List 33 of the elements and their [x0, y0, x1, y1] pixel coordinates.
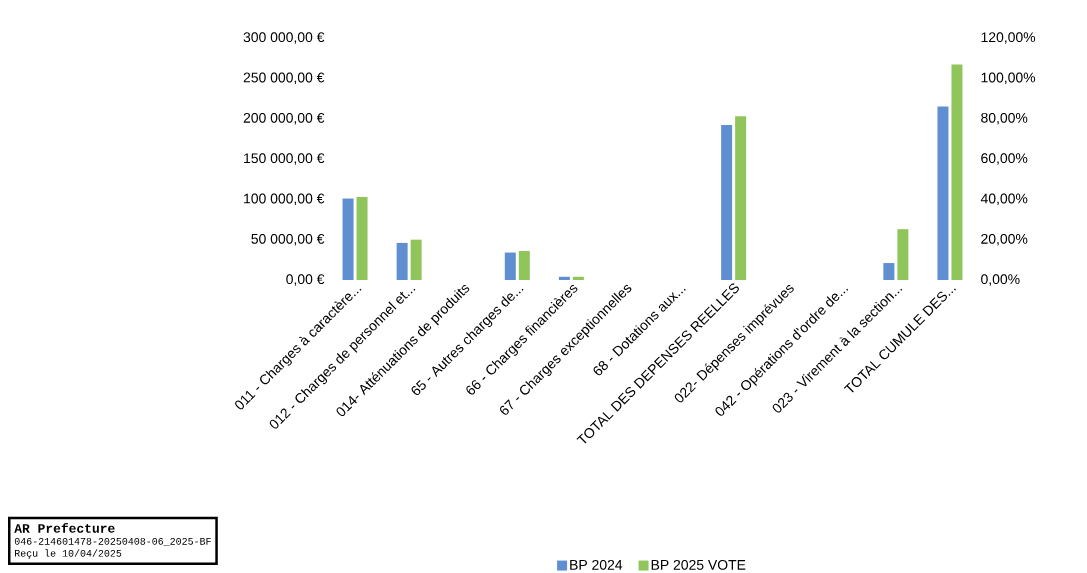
- bar: [396, 242, 408, 280]
- y-tick-label: 100 000,00 €: [244, 193, 325, 206]
- y-tick-label: 50 000,00 €: [251, 233, 325, 246]
- text: AR Prefecture: [14, 523, 115, 533]
- y2-tick-label: 40,00%: [980, 193, 1028, 206]
- y2-tick-label: 120,00%: [981, 32, 1036, 44]
- bar: [897, 229, 909, 280]
- y2-tick-label: 20,00%: [981, 233, 1028, 246]
- bar: [504, 252, 516, 280]
- bar: [356, 196, 368, 280]
- bar: [558, 276, 570, 280]
- bar: [883, 263, 895, 280]
- y2-tick-label: 0,00%: [981, 274, 1020, 286]
- y-tick-label: 250 000,00 €: [243, 72, 325, 85]
- y-tick-label: 200 000,00 €: [243, 112, 325, 125]
- y2-tick-label: 60,00%: [981, 153, 1028, 165]
- bar: [410, 239, 422, 280]
- legend-label: BP 2025 VOTE: [651, 559, 746, 570]
- y2-tick-label: 100,00%: [981, 72, 1036, 85]
- text: 046-214601478-20250408-06_2025-BF: [14, 537, 211, 546]
- text: Reçu le 10/04/2025: [15, 549, 122, 559]
- y2-tick-label: 80,00%: [981, 112, 1028, 125]
- bar: [937, 106, 949, 280]
- bar: [735, 116, 747, 280]
- y-tick-label: 0,00 €: [286, 274, 325, 286]
- y-tick-label: 300 000,00 €: [243, 32, 325, 44]
- bar: [572, 276, 584, 280]
- bar: [721, 125, 733, 280]
- bar: [951, 64, 963, 280]
- bar: [518, 250, 530, 280]
- legend-label: BP 2024: [570, 559, 623, 570]
- bar: [342, 198, 354, 280]
- y-tick-label: 150 000,00 €: [244, 153, 325, 165]
